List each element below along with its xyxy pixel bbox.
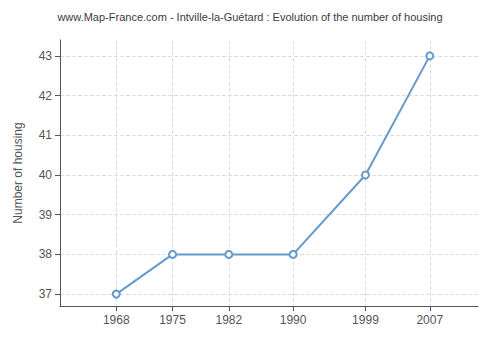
svg-text:37: 37 [39,287,53,301]
svg-text:2007: 2007 [416,313,443,327]
svg-text:39: 39 [39,208,53,222]
svg-text:1982: 1982 [215,313,242,327]
svg-text:40: 40 [39,168,53,182]
svg-text:Number of housing: Number of housing [11,122,25,223]
svg-text:1968: 1968 [103,313,130,327]
svg-text:41: 41 [39,128,53,142]
svg-text:1990: 1990 [280,313,307,327]
svg-text:42: 42 [39,89,53,103]
svg-text:www.Map-France.com - Intville-: www.Map-France.com - Intville-la-Guétard… [56,11,442,23]
svg-text:1999: 1999 [352,313,379,327]
svg-text:43: 43 [39,49,53,63]
svg-text:38: 38 [39,247,53,261]
svg-text:1975: 1975 [159,313,186,327]
